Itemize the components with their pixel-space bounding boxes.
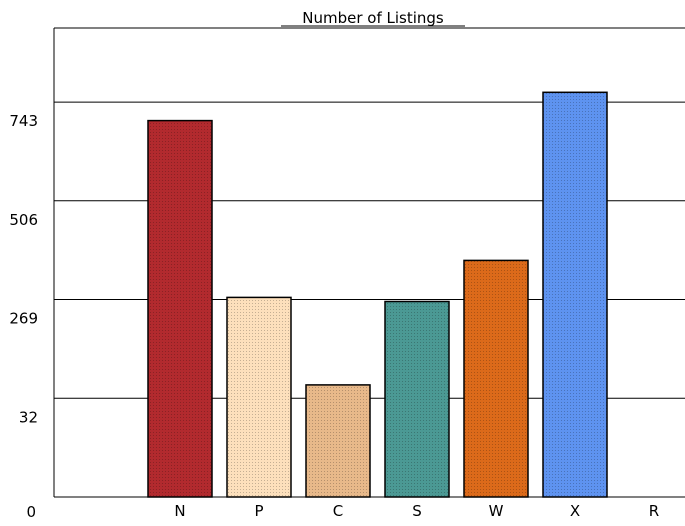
y-tick-label: 743 [9, 112, 38, 130]
bar-texture [306, 384, 370, 497]
x-category-label: S [412, 502, 422, 520]
y-tick-label: 0 [26, 503, 36, 521]
labels: 0 32 269 506 743 N P C S W X R [9, 112, 659, 521]
bar-c [305, 384, 371, 498]
x-category-label: R [649, 502, 659, 520]
x-category-label: P [254, 502, 263, 520]
bar-w [463, 259, 529, 498]
bar-x [542, 91, 608, 498]
bar-n [147, 119, 213, 498]
bar-texture [227, 297, 291, 497]
chart-title: Number of Listings [302, 9, 444, 27]
axes [53, 27, 685, 498]
y-tick-label: 506 [9, 211, 38, 229]
bar-texture [543, 92, 607, 498]
bar-s [384, 300, 450, 498]
bar-p [226, 296, 292, 498]
y-tick-label: 269 [9, 310, 38, 328]
bar-texture [464, 260, 528, 497]
bar-texture [385, 301, 449, 497]
x-category-label: C [333, 502, 343, 520]
y-tick-label: 32 [19, 408, 38, 426]
x-category-label: N [174, 502, 185, 520]
bars [147, 91, 608, 498]
bar-texture [148, 120, 212, 497]
x-category-label: W [489, 502, 504, 520]
x-category-label: X [570, 502, 580, 520]
